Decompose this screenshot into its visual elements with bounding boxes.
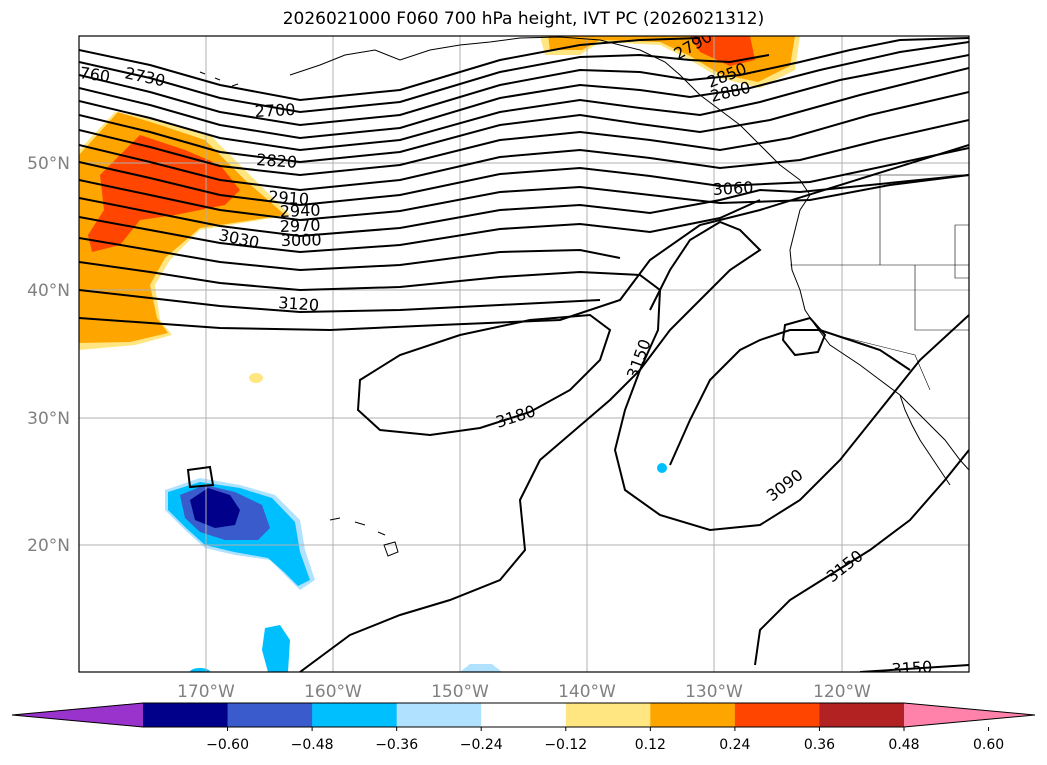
contour-label: 2970: [279, 216, 320, 236]
colorbar: −0.60 −0.48 −0.36 −0.24 −0.12 0.12 0.24 0.36 0.4…: [11, 702, 1036, 753]
latitude-labels: 50°N 40°N 30°N 20°N: [27, 154, 70, 556]
colorbar-extend-low: [12, 703, 143, 727]
state-border-5: [814, 329, 931, 391]
colorbar-tick-label: 0.24: [719, 737, 750, 753]
contour-label: 2700: [254, 100, 296, 121]
lat-label-50n: 50°N: [27, 154, 70, 174]
contour-label: 3150: [623, 337, 655, 382]
lon-label-120w: 120°W: [813, 682, 871, 702]
lon-label-140w: 140°W: [558, 682, 616, 702]
colorbar-tick-label: −0.24: [460, 737, 503, 753]
contour-label: 760: [78, 63, 111, 86]
lat-label-30n: 30°N: [27, 409, 70, 429]
negative-anomaly-lightblue-south: [460, 664, 502, 672]
longitude-labels: 170°W 160°W 150°W 140°W 130°W 120°W: [177, 682, 871, 702]
contour-label: 2910: [268, 187, 310, 209]
colorbar-segment: [819, 703, 905, 727]
contour-label: 3150: [891, 657, 933, 679]
positive-anomaly-small-spot: [249, 373, 263, 383]
state-border-6: [954, 224, 969, 279]
colorbar-tick-label: 0.12: [635, 737, 666, 753]
colorbar-tick-label: −0.12: [544, 737, 587, 753]
contour-label: 3000: [281, 230, 322, 250]
negative-anomaly-cyan-south: [262, 625, 290, 672]
lon-label-160w: 160°W: [304, 682, 362, 702]
lon-label-150w: 150°W: [431, 682, 489, 702]
canada-coast: [789, 179, 969, 471]
negative-anomaly-small-spot: [657, 463, 667, 473]
colorbar-tick-label: −0.36: [375, 737, 418, 753]
map-frame: [78, 35, 970, 673]
contour-label: 3120: [278, 293, 320, 315]
negative-anomaly-navy: [190, 488, 240, 528]
height-contours: [79, 37, 969, 672]
colorbar-segment: [565, 703, 651, 727]
colorbar-tick-label: 0.60: [973, 737, 1004, 753]
colorbar-outline: [11, 702, 1036, 728]
lon-label-130w: 130°W: [685, 682, 743, 702]
graticule: [79, 36, 969, 672]
contour-label: 3180: [493, 401, 538, 432]
alaska-coast: [289, 36, 801, 181]
lat-label-40n: 40°N: [27, 281, 70, 301]
hawaii-islands: [329, 517, 399, 557]
baja-coast: [899, 394, 951, 486]
colorbar-tick-label: 0.36: [804, 737, 835, 753]
colorbar-tick-label: −0.48: [291, 737, 334, 753]
lon-label-170w: 170°W: [177, 682, 235, 702]
colorbar-tick-label: −0.60: [206, 737, 249, 753]
map-title: 2026021000 F060 700 hPa height, IVT PC (…: [282, 9, 765, 29]
contour-label: 3150: [823, 546, 867, 586]
colorbar-segment: [143, 703, 229, 727]
positive-anomaly-red-north: [690, 36, 755, 66]
contour-label: 2820: [256, 150, 298, 172]
colorbar-segment: [396, 703, 482, 727]
colorbar-segment: [481, 703, 567, 727]
aleutian-islands: [199, 71, 239, 87]
map-area: 760 2730 2700 2790 2850 2880 2820 2910 2…: [78, 36, 969, 679]
colorbar-extend-high: [904, 703, 1035, 727]
coastlines: [199, 36, 969, 557]
ivt-shading: [79, 36, 800, 672]
colorbar-segment: [227, 703, 313, 727]
colorbar-segment: [312, 703, 398, 727]
contour-label: 3060: [712, 178, 754, 199]
colorbar-tick-label: 0.48: [888, 737, 919, 753]
lat-label-20n: 20°N: [27, 536, 70, 556]
colorbar-segment: [734, 703, 820, 727]
state-border-4: [914, 265, 969, 331]
colorbar-segment: [650, 703, 736, 727]
positive-anomaly-red-west: [88, 135, 240, 252]
contour-label: 2940: [279, 201, 320, 221]
